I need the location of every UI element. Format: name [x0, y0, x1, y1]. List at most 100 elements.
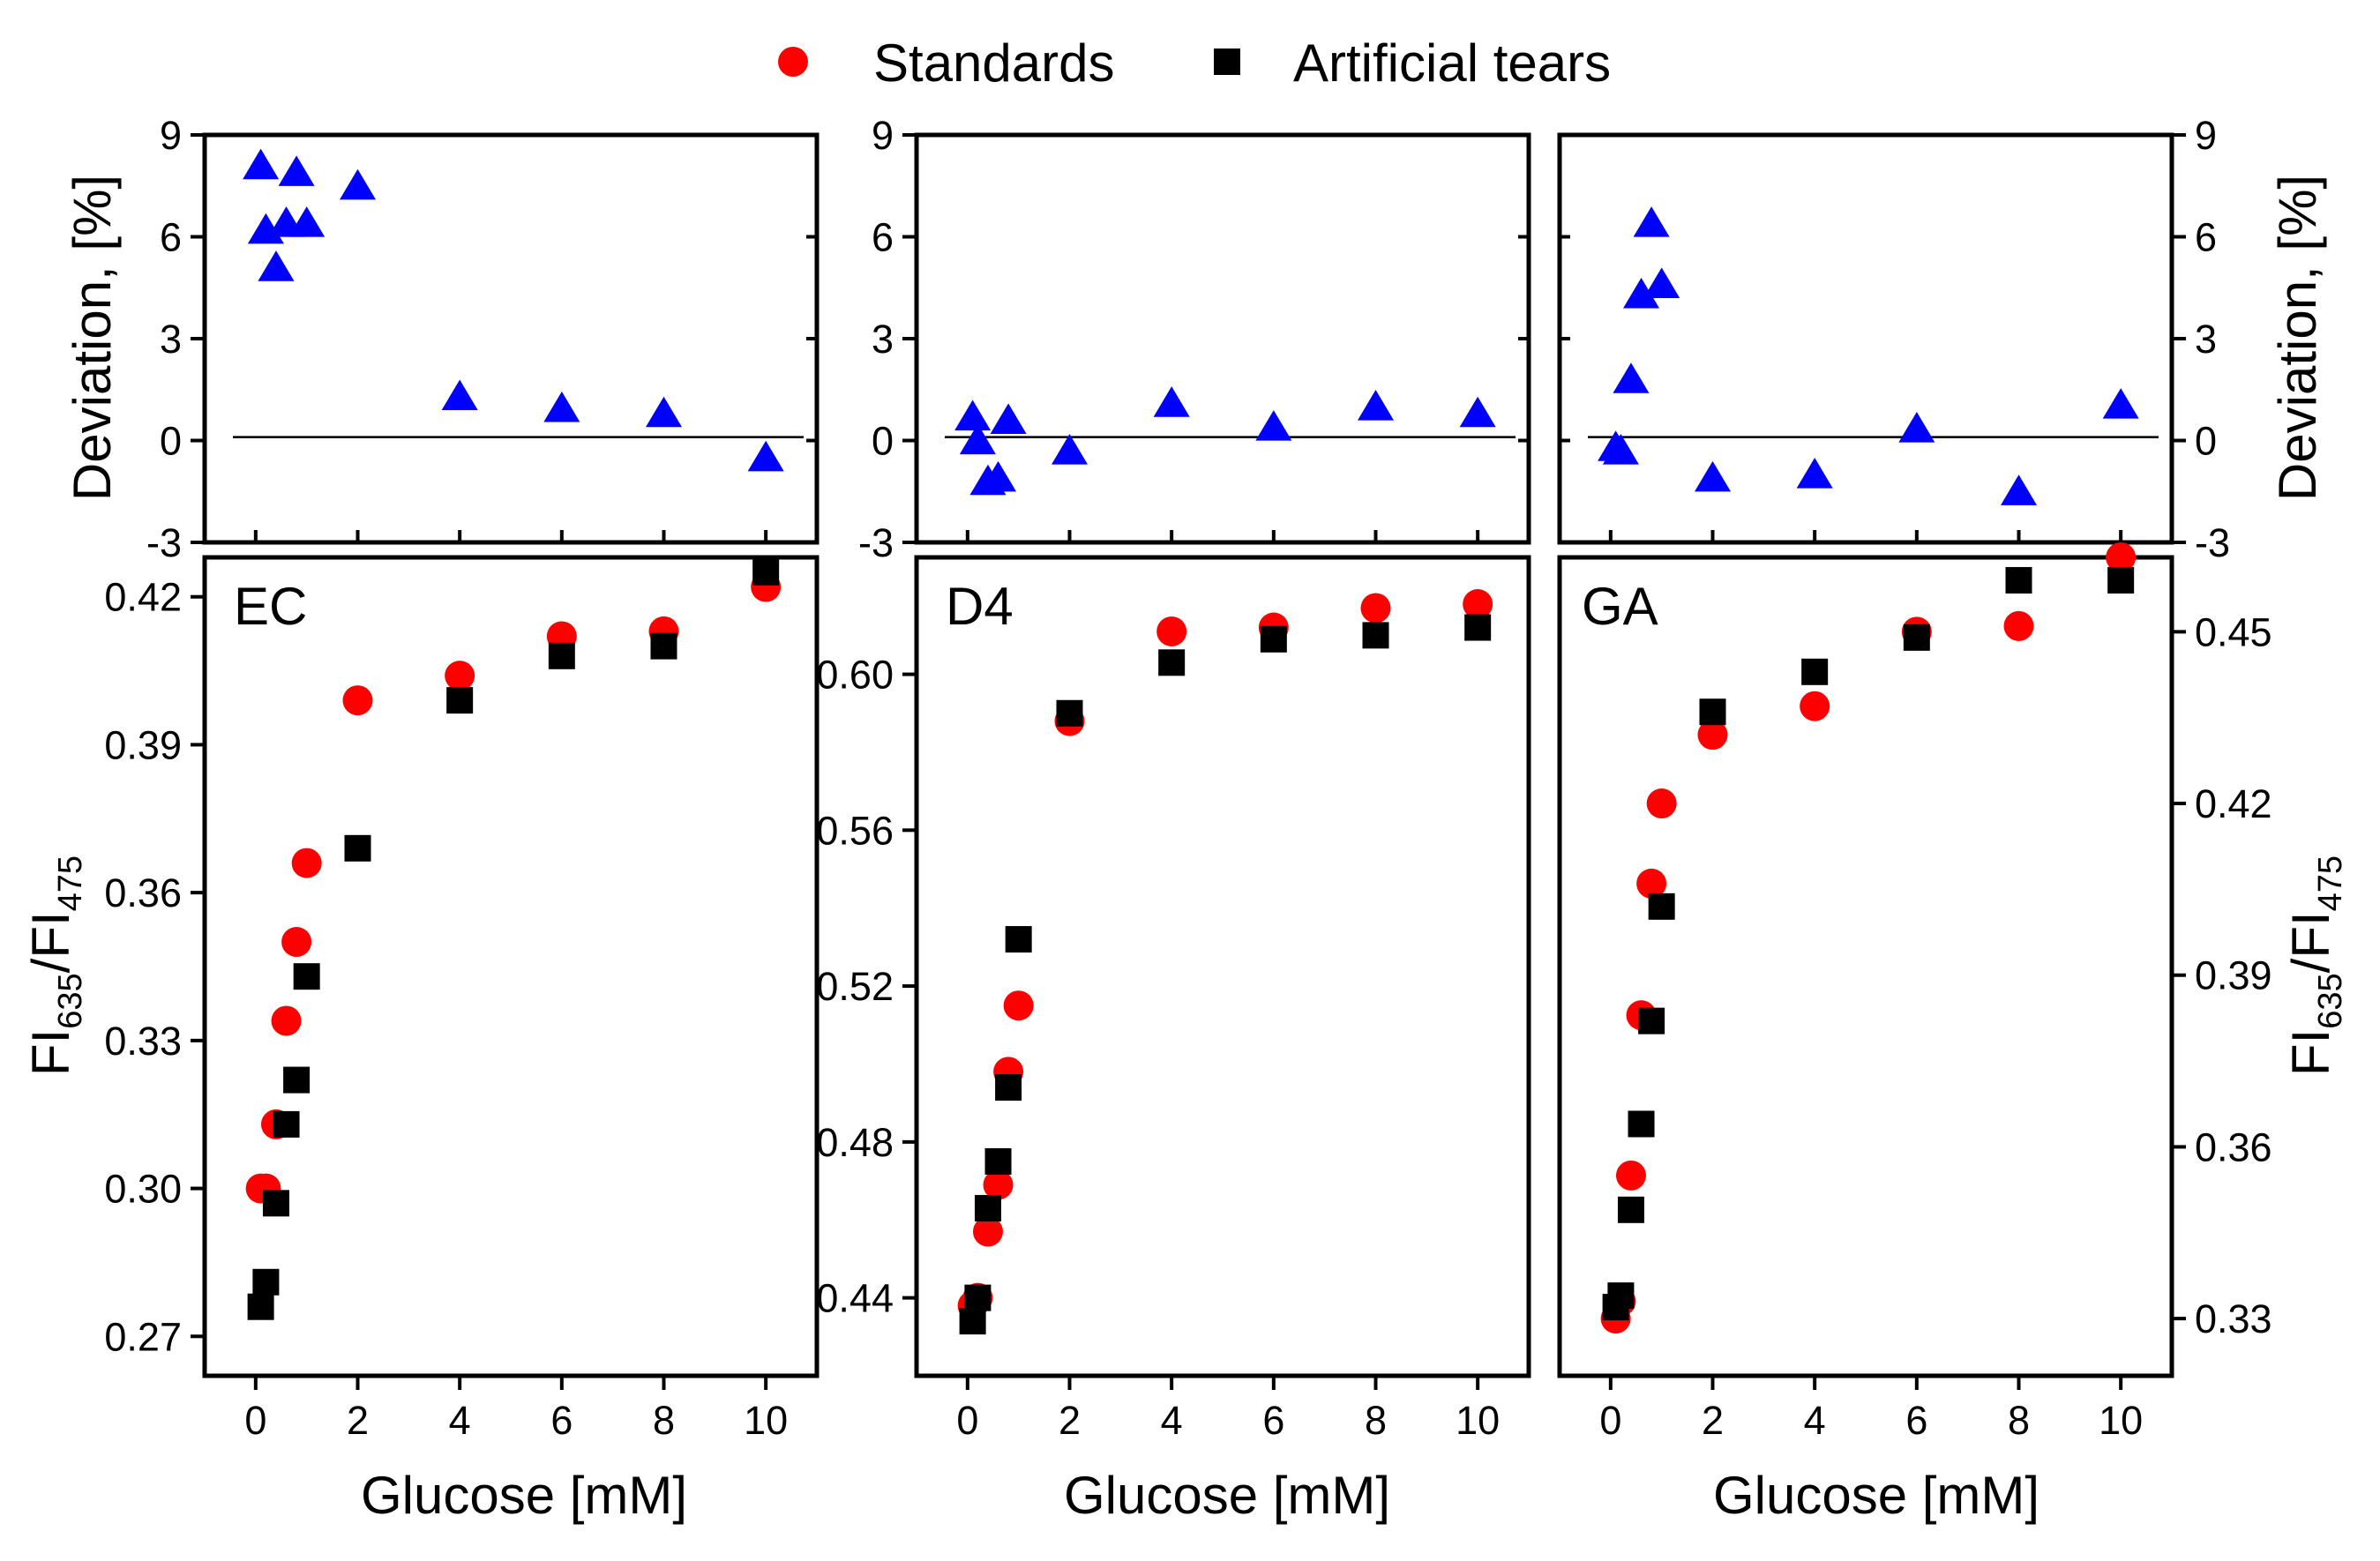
- d4-x-tick-label: 0: [956, 1398, 978, 1443]
- ga-artificial-tears-point: [2005, 566, 2032, 594]
- right-ratio-label-base: FI: [2281, 1029, 2340, 1076]
- d4-artificial-tears-point: [984, 1147, 1012, 1175]
- ga-deviation-point: [1796, 458, 1833, 489]
- legend-standards-marker: [778, 47, 808, 77]
- ga-deviation-points: [1598, 206, 2139, 505]
- d4-standards-point: [1360, 593, 1391, 624]
- d4-deviation-point: [990, 403, 1027, 434]
- legend-standards-label: Standards: [873, 34, 1115, 93]
- ga-standards-point: [1646, 788, 1677, 819]
- d4-standards-point: [983, 1169, 1014, 1200]
- ec-artificial-tears-point: [247, 1293, 274, 1320]
- ga-standards-point: [1615, 1160, 1646, 1191]
- ga-panel-label: GA: [1582, 577, 1658, 636]
- ec-deviation-point: [278, 155, 315, 186]
- ga-deviation-point: [1898, 412, 1935, 443]
- d4-standards-point: [1156, 616, 1187, 646]
- ga-x-tick-label: 6: [1905, 1398, 1927, 1443]
- legend-artificial-tears-label: Artificial tears: [1293, 34, 1611, 93]
- ga-dev-y-tick-label: 9: [2195, 113, 2217, 158]
- ga-artificial-tears-point: [1617, 1196, 1644, 1223]
- right-ratio-label-sub2: 475: [2312, 855, 2349, 911]
- d4-x-tick-label: 6: [1262, 1398, 1284, 1443]
- d4-dev-y-tick-label: 9: [872, 113, 894, 158]
- ec-artificial-tears-point: [650, 632, 677, 660]
- ec-artificial-tears-point: [252, 1268, 280, 1296]
- d4-ratio-y-tick-label: 0.48: [816, 1120, 894, 1165]
- ec-deviation-point: [645, 396, 683, 428]
- d4-dev-y-tick-label: 3: [872, 317, 894, 362]
- d4-dev-y-tick-label: -3: [858, 520, 894, 565]
- ga-x-tick-label: 8: [2008, 1398, 2030, 1443]
- ec-artificial-tears-point: [262, 1190, 289, 1217]
- right-ratio-label-sub1: 635: [2312, 973, 2349, 1028]
- ga-ratio-y-tick-label: 0.36: [2195, 1124, 2272, 1169]
- d4-artificial-tears-point: [974, 1194, 1001, 1221]
- d4-deviation-points: [954, 386, 1496, 496]
- ga-deviation-point: [1623, 277, 1660, 309]
- ga-deviation-point: [1602, 434, 1639, 465]
- right-deviation-axis-label: Deviation, [%]: [2268, 175, 2327, 501]
- d4-artificial-tears-point: [964, 1284, 992, 1311]
- ga-ratio-frame: [1557, 555, 2174, 1378]
- ga-deviation-frame: [1557, 132, 2174, 545]
- ec-ratio-frame: [202, 555, 820, 1378]
- ga-x-tick-label: 10: [2099, 1398, 2143, 1443]
- ec-deviation-point: [339, 168, 377, 200]
- ec-x-axis-label: Glucose [mM]: [361, 1466, 687, 1525]
- ec-ratio-y-tick-label: 0.30: [104, 1167, 182, 1212]
- left-ratio-label-base: FI: [21, 1029, 80, 1076]
- ga-x-tick-label: 4: [1804, 1398, 1826, 1443]
- d4-ratio-y-tick-label: 0.44: [816, 1276, 894, 1321]
- ec-dev-y-tick-label: 6: [160, 215, 182, 260]
- d4-x-axis-label: Glucose [mM]: [1064, 1466, 1390, 1525]
- ga-deviation-point: [1643, 267, 1680, 298]
- ga-artificial-tears-point: [1699, 698, 1726, 726]
- ga-dev-y-tick-label: 3: [2195, 317, 2217, 362]
- ec-artificial-tears-point: [344, 834, 371, 862]
- ec-x-tick-label: 10: [744, 1398, 788, 1443]
- ec-ratio-y-tick-label: 0.36: [104, 870, 182, 915]
- d4-deviation-point: [1153, 386, 1190, 417]
- ga-deviation-point: [1694, 460, 1732, 492]
- ec-standards-point: [281, 927, 312, 958]
- ga-standards-point: [1636, 868, 1667, 899]
- ga-marks: 0 2 4 6 8 10 -3 0 3 6 9 0.33 0.36 0.39 0.42 0.45: [1560, 113, 2272, 1443]
- ec-x-tick-label: 4: [449, 1398, 471, 1443]
- ga-standards-point: [1697, 720, 1728, 751]
- d4-artificial-tears-point: [1056, 699, 1083, 727]
- left-ratio-label-sub1: 635: [52, 973, 89, 1028]
- ga-ratio-y-tick-label: 0.39: [2195, 953, 2272, 998]
- ga-artificial-tears-point: [1903, 624, 1930, 651]
- d4-artificial-tears-point: [1464, 614, 1492, 641]
- d4-ratio-y-tick-label: 0.56: [816, 808, 894, 853]
- ec-marks: 0 2 4 6 8 10 -3 0 3 6 9 0.27 0.30 0.33 0.36 0.39 0.42: [104, 113, 817, 1443]
- d4-artificial-tears-point: [995, 1073, 1022, 1101]
- ga-x-axis-label: Glucose [mM]: [1713, 1466, 2039, 1525]
- panel-d4: D4 0 2 4 6 8 10 -3 0 3 6 9 0.44 0.48 0.52 0.56 0.60: [816, 113, 1531, 1443]
- ga-standards-point: [1800, 691, 1830, 721]
- ga-dev-y-tick-label: 6: [2195, 215, 2217, 260]
- ga-dev-y-tick-label: -3: [2195, 520, 2230, 565]
- ga-deviation-point: [2102, 388, 2139, 419]
- d4-dev-y-tick-label: 0: [872, 419, 894, 464]
- ec-x-tick-label: 8: [653, 1398, 675, 1443]
- left-ratio-axis-label: FI635/FI475: [21, 855, 89, 1076]
- ec-standards-point: [445, 661, 475, 691]
- ec-x-tick-label: 0: [244, 1398, 266, 1443]
- ga-deviation-point: [2000, 474, 2038, 505]
- d4-ratio-y-tick-label: 0.60: [816, 653, 894, 698]
- d4-artificial-tears-point: [1005, 926, 1032, 953]
- ec-deviation-point: [747, 440, 784, 472]
- ec-artificial-tears-point: [446, 687, 474, 714]
- ec-deviation-point: [243, 148, 280, 180]
- d4-deviation-point: [1459, 396, 1496, 428]
- ec-ratio-y-tick-label: 0.42: [104, 575, 182, 620]
- d4-standards-point: [1463, 589, 1493, 620]
- legend: Standards Artificial tears: [778, 34, 1611, 93]
- left-ratio-label-sub2: 475: [52, 855, 89, 911]
- ga-standards-point: [2003, 610, 2034, 641]
- ec-ratio-y-tick-label: 0.27: [104, 1314, 182, 1359]
- ec-deviation-point: [258, 250, 295, 281]
- panel-ec: EC 0 2 4 6 8 10 -3 0 3 6 9 0.27 0.30 0.33 0.36 0.39 0.42: [104, 113, 820, 1443]
